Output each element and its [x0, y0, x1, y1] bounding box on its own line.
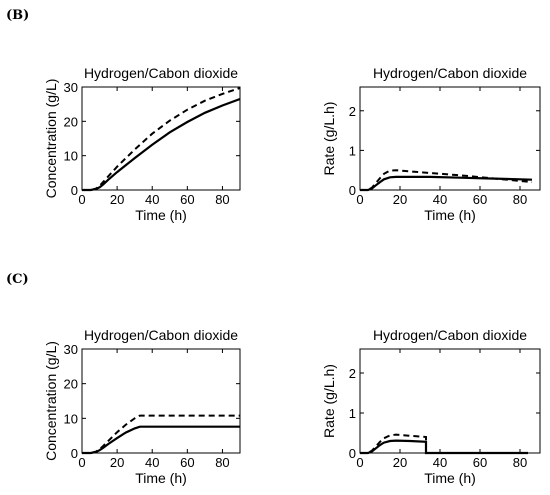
- x-tick-label: 0: [78, 455, 85, 470]
- y-tick-label: 20: [64, 114, 78, 129]
- x-tick-label: 60: [473, 192, 487, 207]
- series-line-solid: [360, 439, 528, 455]
- chart-2: Hydrogen/Cabon dioxide 0 20 40 60 80 0 1 2 Time (…: [321, 65, 541, 223]
- x-tick-label: 80: [513, 455, 527, 470]
- y-axis-label: Rate (g/L.h): [321, 102, 337, 176]
- y-tick-label: 0: [349, 446, 356, 461]
- chart-1: Hydrogen/Cabon dioxide 0 20 40 60 80 0 10 20 30 Ti…: [43, 65, 241, 223]
- y-axis-label: Concentration (g/L): [43, 341, 59, 461]
- x-tick-label: 20: [393, 192, 407, 207]
- x-tick-label: 20: [110, 455, 124, 470]
- x-tick-label: 20: [110, 192, 124, 207]
- x-tick-label: 0: [356, 192, 363, 207]
- y-tick-label: 10: [64, 411, 78, 426]
- x-tick-label: 20: [393, 455, 407, 470]
- y-tick-label: 2: [349, 366, 356, 381]
- panel-label-b: (B): [6, 8, 29, 23]
- plot-frame: [359, 86, 541, 191]
- x-tick-label: 80: [513, 192, 527, 207]
- y-tick-label: 0: [71, 183, 78, 198]
- series-line-solid: [82, 97, 241, 192]
- x-tick-label: 60: [473, 455, 487, 470]
- y-tick-label: 1: [349, 406, 356, 421]
- chart-3: Hydrogen/Cabon dioxide 0 20 40 60 80 0 10 20 30 Ti…: [43, 327, 241, 486]
- x-tick-label: 60: [180, 455, 194, 470]
- y-tick-label: 1: [349, 143, 356, 158]
- x-tick-label: 60: [180, 192, 194, 207]
- x-axis-label: Time (h): [135, 470, 187, 486]
- x-axis-label: Time (h): [424, 207, 476, 223]
- x-tick-label: 40: [145, 192, 159, 207]
- x-tick-label: 40: [433, 455, 447, 470]
- plot-frame: [81, 86, 241, 191]
- y-axis-label: Rate (g/L.h): [321, 364, 337, 438]
- series-line-dashed: [82, 414, 240, 454]
- x-tick-label: 0: [78, 192, 85, 207]
- series-line-dashed: [360, 433, 528, 454]
- chart-title: Hydrogen/Cabon dioxide: [373, 65, 527, 81]
- panel-label-c: (C): [6, 272, 29, 287]
- chart-4: Hydrogen/Cabon dioxide 0 20 40 60 80 0 1 2 Time (…: [321, 327, 541, 486]
- x-tick-label: 40: [433, 192, 447, 207]
- x-tick-label: 80: [215, 192, 229, 207]
- x-axis-label: Time (h): [424, 470, 476, 486]
- chart-title: Hydrogen/Cabon dioxide: [84, 327, 238, 343]
- x-tick-label: 0: [356, 455, 363, 470]
- y-tick-label: 10: [64, 149, 78, 164]
- y-tick-label: 20: [64, 377, 78, 392]
- y-axis-label: Concentration (g/L): [43, 79, 59, 199]
- chart-title: Hydrogen/Cabon dioxide: [373, 327, 527, 343]
- series-line-solid: [82, 425, 240, 455]
- x-tick-label: 80: [215, 455, 229, 470]
- series-line-dashed: [82, 87, 241, 191]
- y-tick-label: 30: [64, 342, 78, 357]
- y-tick-label: 0: [71, 446, 78, 461]
- x-axis-label: Time (h): [135, 207, 187, 223]
- y-tick-label: 0: [349, 183, 356, 198]
- y-tick-label: 2: [349, 104, 356, 119]
- chart-title: Hydrogen/Cabon dioxide: [84, 65, 238, 81]
- x-tick-label: 40: [145, 455, 159, 470]
- y-tick-label: 30: [64, 80, 78, 95]
- series-line-dashed: [360, 169, 533, 191]
- plot-frame: [81, 348, 241, 454]
